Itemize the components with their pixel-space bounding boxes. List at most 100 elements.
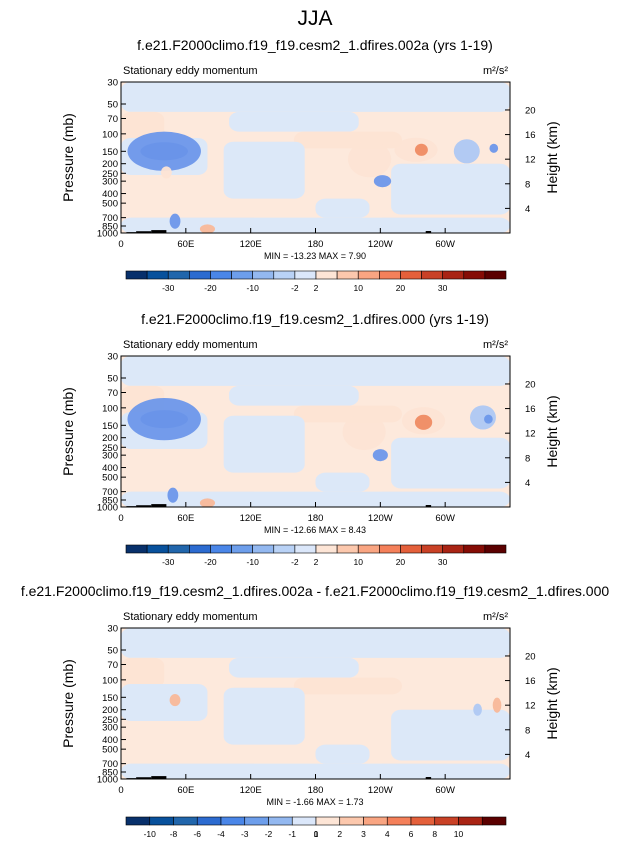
colorbar-swatch [232, 545, 253, 553]
field-band [121, 82, 510, 112]
field-anomaly [484, 415, 493, 424]
colorbar-swatch [485, 271, 506, 279]
chart-title: f.e21.F2000climo.f19_f19.cesm2_1.dfires.… [21, 583, 610, 599]
colorbar-swatch [435, 817, 459, 825]
y2-tick-label: 4 [525, 478, 530, 489]
colorbar-label: -20 [204, 283, 217, 293]
y-tick-label: 30 [107, 78, 118, 89]
colorbar-label: 3 [361, 829, 366, 839]
colorbar-label: -2 [265, 829, 273, 839]
y-tick-label: 300 [102, 451, 118, 462]
y-tick-label: 1000 [97, 229, 118, 240]
y-tick-label: 100 [102, 129, 118, 140]
y-tick-label: 50 [107, 373, 118, 384]
colorbar-swatch [253, 271, 274, 279]
field-band [391, 164, 510, 215]
field-anomaly [348, 141, 391, 177]
y-tick-label: 150 [102, 147, 118, 158]
field-band [316, 199, 370, 218]
colorbar-label: -4 [217, 829, 225, 839]
field-band [121, 684, 207, 721]
x-tick-label: 0 [118, 785, 123, 796]
colorbar-swatch [379, 545, 400, 553]
y-axis-label: Pressure (mb) [60, 659, 76, 748]
colorbar-swatch [358, 545, 379, 553]
y-tick-label: 70 [107, 388, 118, 399]
colorbar-label: 10 [454, 829, 464, 839]
y-tick-label: 100 [102, 403, 118, 414]
field-anomaly [415, 415, 432, 430]
colorbar-swatch [274, 271, 295, 279]
y-tick-label: 1000 [97, 503, 118, 514]
x-tick-label: 60E [177, 513, 194, 524]
colorbar-label: -10 [247, 283, 260, 293]
colorbar-label: -10 [247, 557, 260, 567]
colorbar-swatch [443, 271, 464, 279]
colorbar-swatch [358, 271, 379, 279]
colorbar-swatch [126, 545, 147, 553]
y-tick-label: 1000 [97, 775, 118, 786]
field-anomaly [373, 449, 388, 461]
colorbar-swatch [364, 817, 388, 825]
y-tick-label: 300 [102, 177, 118, 188]
colorbar-swatch [411, 817, 435, 825]
colorbar-label: 4 [385, 829, 390, 839]
field-anomaly [473, 704, 482, 716]
colorbar-swatch [274, 545, 295, 553]
y-tick-label: 150 [102, 421, 118, 432]
y-tick-label: 500 [102, 473, 118, 484]
field-band [224, 688, 305, 745]
colorbar-swatch [168, 271, 189, 279]
field-band [224, 142, 305, 199]
colorbar-label: 1 [314, 829, 319, 839]
field-anomaly [127, 398, 200, 440]
colorbar-label: 20 [396, 557, 406, 567]
field-band [316, 473, 370, 492]
field-band [316, 745, 370, 764]
colorbar-swatch [400, 271, 421, 279]
colorbar-swatch [443, 545, 464, 553]
y-tick-label: 50 [107, 645, 118, 656]
y-tick-label: 300 [102, 723, 118, 734]
x-tick-label: 180 [308, 239, 324, 250]
x-tick-label: 120W [368, 239, 393, 250]
colorbar-label: 2 [337, 829, 342, 839]
chart-subtitle: Stationary eddy momentum [123, 65, 258, 77]
min-max-stats: MIN = -1.66 MAX = 1.73 [266, 797, 363, 807]
y2-tick-label: 20 [525, 651, 536, 662]
y2-axis-label: Height (km) [544, 395, 560, 467]
field-anomaly [167, 488, 178, 503]
y-tick-label: 500 [102, 745, 118, 756]
colorbar-swatch [422, 545, 443, 553]
colorbar-label: -3 [241, 829, 249, 839]
field-band [121, 628, 510, 658]
colorbar-label: 30 [438, 283, 448, 293]
colorbar-swatch [245, 817, 269, 825]
colorbar-label: 6 [409, 829, 414, 839]
colorbar-label: -20 [204, 557, 217, 567]
y2-tick-label: 8 [525, 453, 530, 464]
field-anomaly [489, 144, 498, 153]
y2-tick-label: 16 [525, 404, 536, 415]
colorbar-swatch [292, 817, 316, 825]
colorbar-swatch [168, 545, 189, 553]
x-tick-label: 180 [308, 785, 324, 796]
y2-axis-label: Height (km) [544, 121, 560, 193]
field-band [391, 710, 510, 761]
field-anomaly [170, 694, 181, 706]
chart-subtitle: Stationary eddy momentum [123, 611, 258, 623]
field-band [121, 356, 510, 386]
x-tick-label: 60E [177, 239, 194, 250]
colorbar-swatch [253, 545, 274, 553]
colorbar-label: -8 [170, 829, 178, 839]
colorbar-swatch [340, 817, 364, 825]
field-anomaly [343, 414, 386, 450]
colorbar-swatch [387, 817, 411, 825]
y-axis-label: Pressure (mb) [60, 387, 76, 476]
colorbar-label: 20 [396, 283, 406, 293]
field-anomaly [493, 698, 502, 713]
colorbar-swatch [174, 817, 198, 825]
chart-units: m²/s² [483, 339, 508, 351]
x-tick-label: 120E [240, 785, 262, 796]
